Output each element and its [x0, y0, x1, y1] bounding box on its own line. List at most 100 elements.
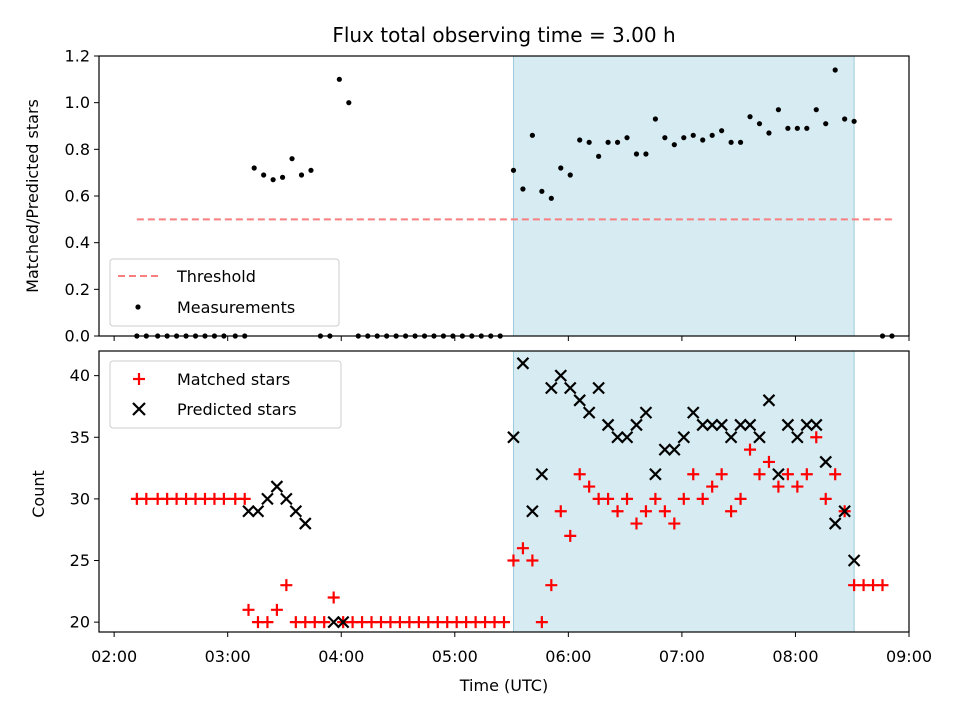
top-legend: Threshold Measurements: [109, 258, 340, 327]
bottom-ytick-label: 40: [70, 366, 90, 385]
measurement-point: [270, 177, 276, 183]
matched-star-point: [810, 431, 823, 444]
measurement-point: [548, 195, 554, 201]
predicted-star-point: [270, 480, 284, 493]
matched-star-point: [564, 529, 577, 542]
predicted-star-point: [819, 455, 833, 469]
matched-star-point: [734, 492, 747, 505]
predicted-star-point: [791, 430, 804, 444]
measurement-point: [605, 139, 611, 145]
matched-star-point: [602, 492, 615, 505]
measurement-point: [586, 139, 592, 145]
matched-star-point: [516, 542, 529, 555]
predicted-star-point: [724, 430, 738, 444]
bottom-xtick-label: 08:00: [772, 647, 818, 666]
matched-star-point: [270, 603, 283, 616]
matched-star-point: [696, 492, 709, 505]
measurement-point: [832, 67, 838, 73]
measurement-point: [775, 107, 782, 113]
matched-star-point: [819, 492, 832, 505]
measurement-point: [747, 114, 753, 120]
predicted-star-point: [677, 430, 691, 444]
matched-star-point: [706, 480, 719, 493]
predicted-star-point: [592, 381, 605, 395]
predicted-star-point: [772, 467, 785, 481]
top-ytick-label: 0.2: [65, 280, 90, 299]
measurement-point: [577, 137, 583, 143]
predicted-star-point: [242, 504, 255, 518]
predicted-star-point: [327, 615, 340, 629]
predicted-star-point: [611, 430, 624, 444]
measurement-point: [308, 167, 314, 173]
top-legend-measurements-swatch: [135, 304, 141, 310]
predicted-star-point: [715, 418, 728, 432]
bottom-panel-ticks: 20 25 30 35 40 02:00 03:00 04:00 05:00 06:00 07:00…: [70, 366, 932, 666]
measurement-point: [728, 139, 734, 145]
measurement-point: [652, 116, 659, 122]
predicted-star-point: [251, 504, 265, 518]
matched-star-point: [800, 468, 813, 481]
matched-star-point: [498, 616, 510, 629]
predicted-star-point: [545, 381, 558, 395]
bottom-xtick-label: 02:00: [91, 647, 137, 666]
measurement-point: [766, 130, 772, 136]
predicted-star-point: [535, 467, 549, 481]
matched-star-point: [658, 505, 671, 518]
matched-star-point: [545, 579, 558, 592]
x-axis-title: Time (UTC): [459, 676, 548, 695]
predicted-star-point: [620, 430, 634, 444]
matched-star-point: [526, 554, 539, 567]
matched-star-point: [687, 468, 700, 481]
predicted-star-point: [809, 418, 823, 432]
bottom-ytick-label: 20: [70, 613, 90, 632]
predicted-star-point: [507, 430, 520, 444]
matched-star-point: [611, 505, 624, 518]
predicted-star-point: [847, 554, 861, 567]
measurement-point: [596, 153, 602, 159]
measurement-point: [794, 125, 800, 131]
matched-star-point: [217, 492, 230, 505]
predicted-star-point: [280, 492, 293, 506]
matched-star-point: [744, 443, 757, 456]
bottom-legend-matched-swatch: [133, 373, 145, 385]
top-ytick-label: 0.4: [65, 233, 90, 252]
matched-star-point: [630, 517, 643, 530]
predicted-star-point: [639, 406, 653, 419]
top-panel: 0.0 0.2 0.4 0.6 0.8 1.0 1.2 Matched/Predicted …: [23, 47, 910, 346]
predicted-star-point: [563, 381, 577, 395]
predicted-star-point: [800, 418, 814, 432]
predicted-star-point: [573, 394, 586, 407]
predicted-star-point: [630, 418, 643, 432]
matched-star-point: [762, 455, 775, 468]
measurement-point: [690, 132, 696, 138]
bottom-ytick-label: 30: [70, 489, 90, 508]
matched-star-point: [715, 468, 728, 481]
matched-star-point: [327, 591, 340, 604]
predicted-star-point: [696, 418, 709, 432]
predicted-star-point: [601, 418, 615, 432]
measurement-point: [643, 151, 649, 157]
measurement-point: [709, 132, 715, 138]
measurement-point: [681, 135, 687, 141]
matched-star-point: [753, 468, 766, 481]
predicted-star-point: [554, 369, 568, 382]
measurement-point: [614, 139, 621, 145]
measurement-point: [633, 151, 640, 157]
predicted-star-point: [658, 443, 672, 456]
matched-star-point: [649, 492, 662, 505]
matched-star-point: [781, 468, 794, 481]
measurement-point: [261, 172, 267, 178]
bottom-xtick-label: 07:00: [659, 647, 705, 666]
bottom-legend-predicted-label: Predicted stars: [177, 400, 297, 419]
predicted-star-point: [526, 504, 539, 518]
top-panel-span: [512, 55, 855, 337]
predicted-star-point: [336, 615, 350, 629]
top-panel-ticks: 0.0 0.2 0.4 0.6 0.8 1.0 1.2: [65, 47, 910, 346]
matched-star-point: [242, 603, 255, 616]
matched-star-point: [507, 554, 520, 567]
predicted-star-point: [289, 504, 303, 518]
predicted-star-point: [705, 418, 719, 432]
bottom-panel-frame: [98, 350, 910, 633]
matched-star-point: [554, 505, 567, 518]
